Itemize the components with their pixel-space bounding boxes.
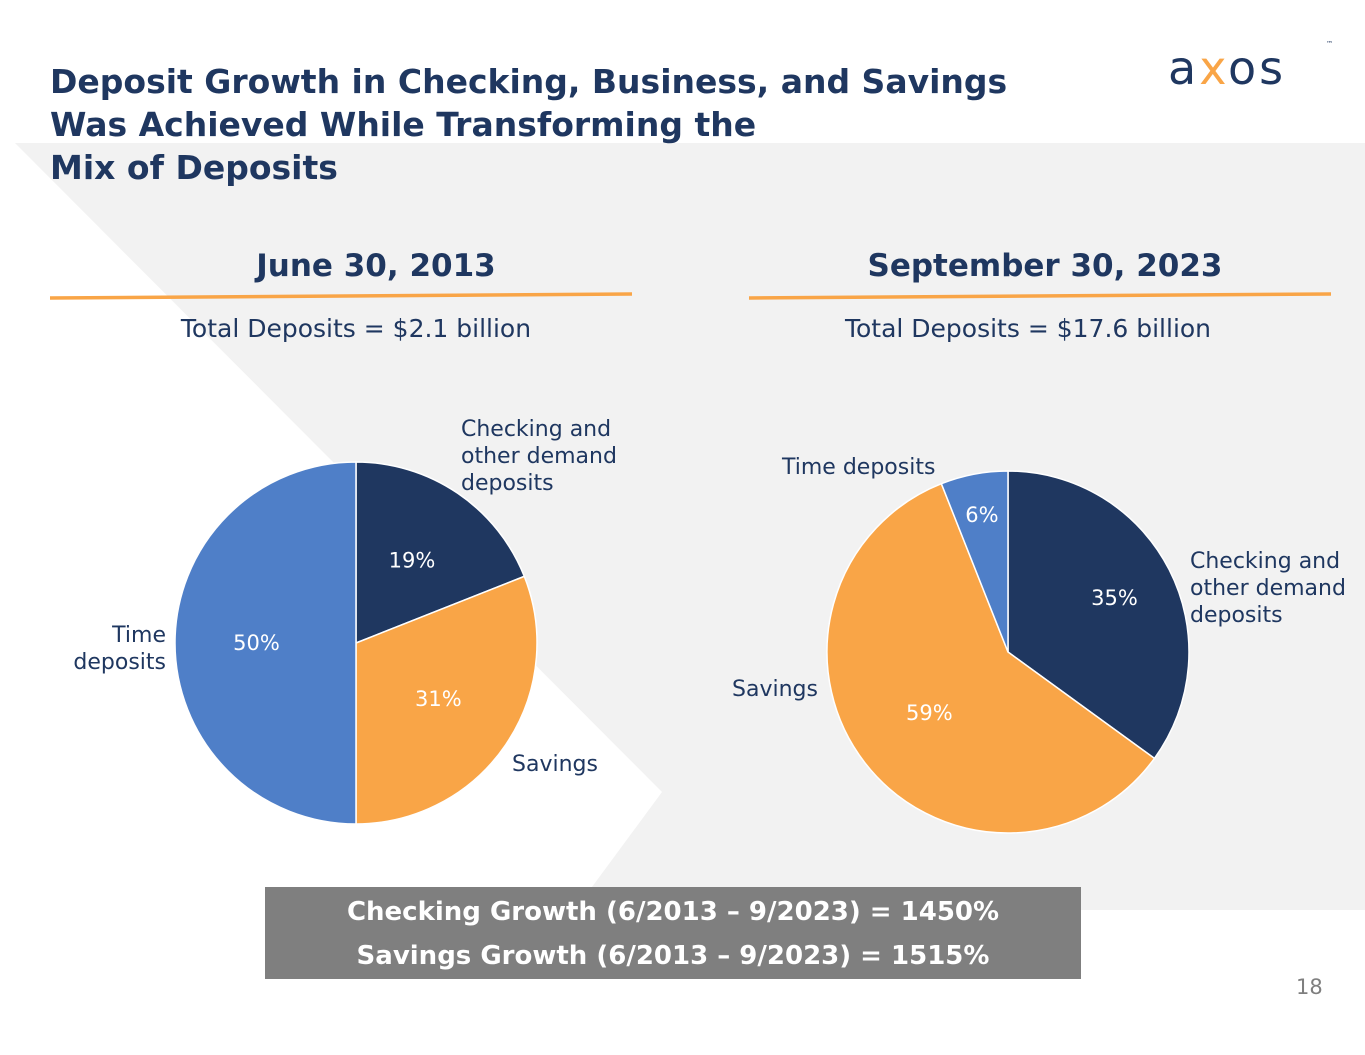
left-chart-title: June 30, 2013 xyxy=(256,248,496,284)
right-label-time: Time deposits xyxy=(782,455,936,480)
pie-value-label-checking: 19% xyxy=(389,549,436,573)
right-pie-chart: 35% 59% 6% xyxy=(826,470,1190,834)
pie-value-label-time: 6% xyxy=(965,503,998,527)
left-total-deposits: Total Deposits = $2.1 billion xyxy=(180,314,532,343)
left-label-checking: Checking and other demand deposits xyxy=(461,417,617,496)
checking-growth-text: Checking Growth (6/2013 – 9/2023) = 1450… xyxy=(346,897,1000,927)
pie-value-label-savings: 31% xyxy=(415,687,462,711)
logo-letters-os: os xyxy=(1228,41,1287,95)
left-label-time: Time deposits xyxy=(73,623,166,675)
left-pie-chart: 19% 31% 50% xyxy=(174,461,538,825)
left-label-savings: Savings xyxy=(512,752,598,777)
pie-slice-checking xyxy=(1007,470,1190,760)
logo-trademark: ™ xyxy=(1326,40,1333,48)
pie-value-label-checking: 35% xyxy=(1091,586,1138,610)
pie-slice-time xyxy=(174,461,357,825)
pie-slice-time xyxy=(940,470,1009,653)
right-title-rule xyxy=(749,292,1332,300)
pie-value-label-savings: 59% xyxy=(906,701,953,725)
pie-value-label-time: 50% xyxy=(233,631,280,655)
logo-letter-a: a xyxy=(1168,41,1200,95)
logo-letter-x: x xyxy=(1199,41,1229,95)
pie-slice-savings xyxy=(355,575,538,825)
page-number: 18 xyxy=(1296,975,1323,999)
growth-summary-box: Checking Growth (6/2013 – 9/2023) = 1450… xyxy=(265,887,1081,979)
page-title: Deposit Growth in Checking, Business, an… xyxy=(50,62,1008,187)
axos-logo: axos ™ xyxy=(1168,38,1338,98)
right-label-checking: Checking and other demand deposits xyxy=(1190,549,1346,628)
savings-growth-text: Savings Growth (6/2013 – 9/2023) = 1515% xyxy=(356,941,990,971)
right-chart-title: September 30, 2023 xyxy=(867,248,1223,284)
left-title-rule xyxy=(50,292,633,300)
pie-slice-checking xyxy=(355,461,526,645)
right-label-savings: Savings xyxy=(732,677,818,702)
pie-slice-savings xyxy=(826,482,1156,834)
right-total-deposits: Total Deposits = $17.6 billion xyxy=(844,314,1212,343)
